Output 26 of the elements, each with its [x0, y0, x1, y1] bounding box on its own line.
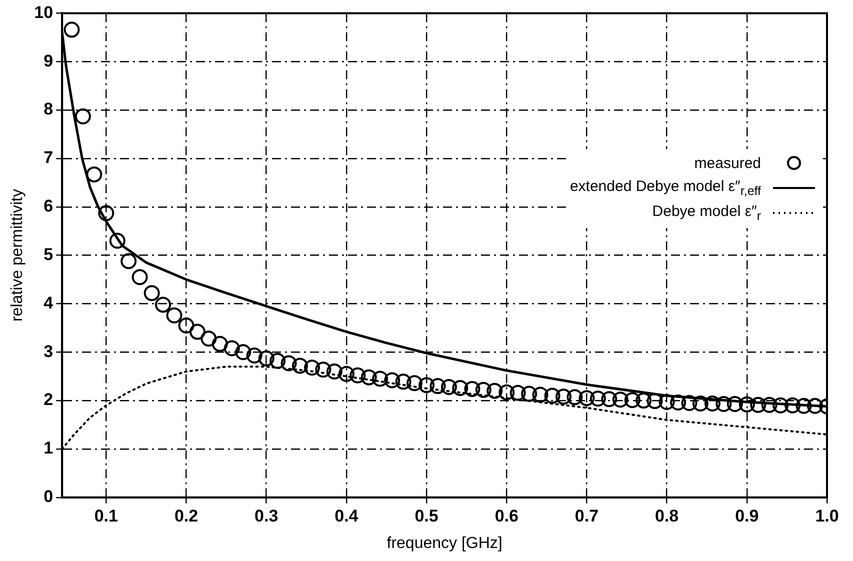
y-tick-label: 0 [44, 487, 54, 506]
y-tick-label: 5 [44, 244, 54, 264]
x-tick-label: 0.7 [574, 506, 599, 526]
legend-label: Debye model ε″$_{r}$ [652, 203, 761, 224]
x-tick-label: 0.3 [254, 506, 278, 526]
y-tick-label: 1 [44, 438, 54, 458]
x-tick-label: 0.8 [654, 506, 679, 526]
legend-label: measured [694, 154, 761, 172]
y-tick-label: 3 [44, 342, 54, 361]
x-tick-label: 0.1 [94, 506, 118, 526]
y-tick-label: 9 [44, 51, 54, 70]
y-tick-label: 6 [44, 196, 54, 216]
y-tick-label: 2 [44, 390, 54, 410]
x-tick-label: 0.6 [494, 506, 518, 526]
legend-label: extended Debye model ε″$_{r,eff}$ [570, 178, 761, 198]
x-tick-label: 0.9 [735, 506, 759, 526]
x-tick-label: 1.0 [815, 506, 839, 526]
x-axis-title: frequency [GHz] [386, 534, 502, 552]
y-tick-label: 7 [44, 148, 54, 168]
y-tick-label: 4 [44, 293, 54, 312]
y-tick-label: 10 [34, 2, 54, 22]
y-tick-label: 8 [44, 100, 54, 119]
x-tick-label: 0.4 [334, 506, 359, 526]
x-tick-label: 0.5 [414, 506, 438, 526]
x-tick-label: 0.2 [174, 506, 198, 526]
y-axis-title: relative permittivity [9, 189, 26, 322]
